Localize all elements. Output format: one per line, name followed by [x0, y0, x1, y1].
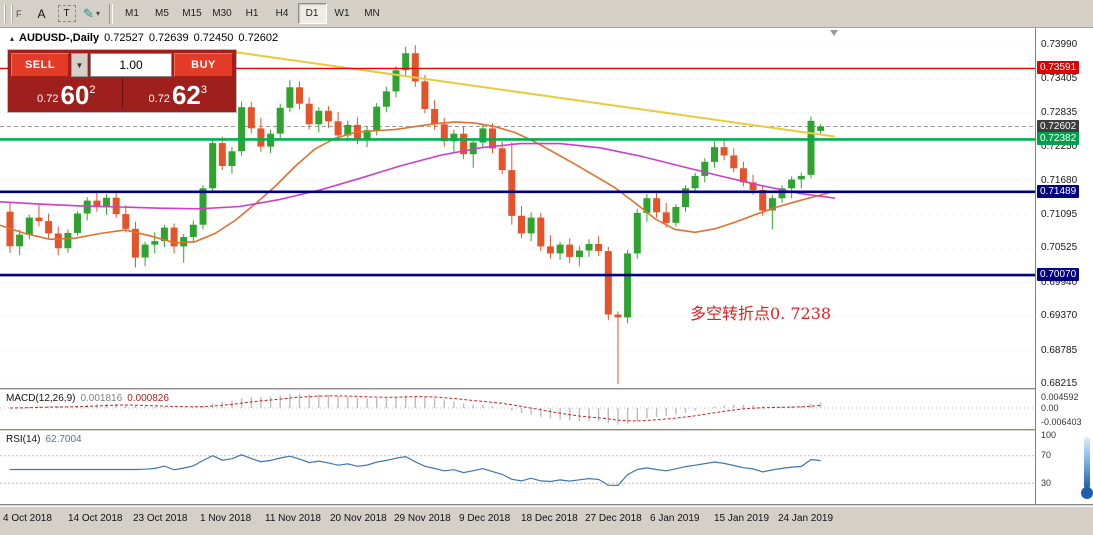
thermometer-bulb-icon	[1081, 487, 1093, 499]
timeframe-m5-button[interactable]: M5	[155, 8, 169, 19]
chevron-down-icon: ▾	[95, 9, 100, 18]
rsi-label: RSI(14) 62.7004	[6, 434, 82, 445]
macd-scale-zero: 0.00	[1041, 403, 1059, 413]
macd-signal-value: 0.000826	[127, 393, 169, 404]
timeframe-h1-button[interactable]: H1	[245, 8, 259, 19]
price-badge: 0.72382	[1037, 132, 1080, 145]
price-axis-label: 0.72250	[1041, 141, 1078, 152]
ask-prefix: 0.72	[148, 93, 170, 105]
volume-dropdown-button[interactable]: ▼	[71, 53, 88, 77]
high-value: 0.72639	[148, 32, 189, 44]
bid-pipette: 2	[89, 84, 96, 96]
timeframe-m1-button[interactable]: M1	[125, 8, 139, 19]
date-label: 27 Dec 2018	[585, 513, 642, 524]
open-value: 0.72527	[104, 32, 144, 44]
toolbar: F A T ✎ ▾ M1 M5 M15 M30 H1 H4 D1 W1 MN	[0, 0, 1093, 28]
date-label: 14 Oct 2018	[68, 513, 123, 524]
bid-price-display: 0.72 60 2	[11, 79, 122, 109]
price-axis-label: 0.69370	[1041, 310, 1078, 321]
date-label: 23 Oct 2018	[133, 513, 188, 524]
font-tool-button[interactable]: A	[37, 6, 46, 21]
draw-tool-button[interactable]: ✎ ▾	[81, 4, 103, 24]
price-badge: 0.71489	[1037, 185, 1080, 198]
price-axis[interactable]: 0.004592 0.00 -0.006403 100 70 30 0.7399…	[1035, 28, 1093, 504]
chart-title: ▴ AUDUSD-,Daily 0.72527 0.72639 0.72450 …	[10, 32, 278, 44]
macd-name: MACD(12,26,9)	[6, 393, 76, 404]
chart-icon: ▴	[10, 33, 15, 43]
buy-button[interactable]: BUY	[174, 53, 233, 77]
price-axis-label: 0.73405	[1041, 73, 1078, 84]
ask-big-digits: 62	[171, 80, 201, 110]
rsi-level-70: 70	[1041, 450, 1052, 460]
bid-big-digits: 60	[60, 80, 90, 110]
ask-price-display: 0.72 62 3	[121, 79, 234, 110]
date-label: 20 Nov 2018	[330, 513, 387, 524]
price-badge: 0.73591	[1037, 61, 1080, 74]
date-label: 29 Nov 2018	[394, 513, 451, 524]
date-label: 15 Jan 2019	[714, 513, 770, 524]
panel-divider[interactable]	[0, 429, 1093, 432]
ask-pipette: 3	[200, 84, 207, 96]
macd-scale-max: 0.004592	[1041, 392, 1079, 402]
macd-label: MACD(12,26,9) 0.001816 0.000826	[6, 393, 169, 404]
one-click-trading-panel: SELL ▼ 1.00 BUY 0.72 60 2 0.72 62 3	[8, 50, 236, 112]
price-axis-label: 0.70525	[1041, 242, 1078, 253]
timeframe-h4-button[interactable]: H4	[275, 8, 289, 19]
timeframe-m15-button[interactable]: M15	[182, 8, 202, 19]
timeframe-d1-button[interactable]: D1	[297, 3, 327, 24]
timeframe-group: M1 M5 M15 M30 H1 H4 D1 W1 MN	[118, 3, 387, 24]
thermometer-icon	[1084, 437, 1090, 489]
price-axis-label: 0.72835	[1041, 107, 1078, 118]
date-label: 4 Oct 2018	[3, 513, 52, 524]
toolbar-favorites-label: F	[16, 8, 22, 19]
chevron-down-icon: ▼	[75, 60, 84, 70]
panel-divider[interactable]	[0, 504, 1093, 507]
symbol-period-label: AUDUSD-,Daily	[19, 32, 100, 44]
chart-annotation-text[interactable]: 多空转折点0. 7238	[690, 304, 832, 323]
date-label: 18 Dec 2018	[521, 513, 578, 524]
volume-input[interactable]: 1.00	[90, 53, 172, 77]
rsi-level-100: 100	[1041, 430, 1057, 440]
pencil-icon: ✎	[83, 5, 94, 21]
macd-canvas[interactable]	[0, 391, 1035, 429]
bid-prefix: 0.72	[37, 93, 59, 105]
sell-button[interactable]: SELL	[11, 53, 69, 77]
toolbar-separator	[108, 3, 113, 24]
time-axis[interactable]: 4 Oct 2018 14 Oct 2018 23 Oct 2018 1 Nov 20…	[0, 507, 1093, 535]
rsi-value: 62.7004	[45, 434, 82, 445]
macd-main-value: 0.001816	[80, 393, 123, 404]
rsi-canvas[interactable]	[0, 432, 1035, 504]
timeframe-mn-button[interactable]: MN	[364, 8, 380, 19]
price-badge: 0.72602	[1037, 120, 1080, 133]
timeframe-m30-button[interactable]: M30	[212, 8, 232, 19]
low-value: 0.72450	[193, 32, 234, 44]
close-value: 0.72602	[238, 32, 279, 44]
panel-divider[interactable]	[0, 388, 1093, 391]
price-axis-label: 0.73990	[1041, 39, 1078, 50]
price-axis-label: 0.71095	[1041, 209, 1078, 220]
toolbar-grip[interactable]	[4, 4, 13, 23]
date-label: 6 Jan 2019	[650, 513, 700, 524]
date-label: 9 Dec 2018	[459, 513, 511, 524]
timeframe-w1-button[interactable]: W1	[334, 8, 350, 19]
date-label: 24 Jan 2019	[778, 513, 834, 524]
price-axis-label: 0.69940	[1041, 277, 1078, 288]
price-axis-label: 0.68785	[1041, 345, 1078, 356]
chart-shift-marker-icon	[830, 30, 838, 36]
price-chart-canvas[interactable]	[0, 28, 1035, 388]
date-label: 1 Nov 2018	[200, 513, 252, 524]
price-axis-label: 0.71680	[1041, 175, 1078, 186]
date-label: 11 Nov 2018	[265, 513, 321, 524]
text-tool-button[interactable]: T	[57, 5, 76, 22]
rsi-name: RSI(14)	[6, 434, 41, 445]
price-axis-label: 0.68215	[1041, 378, 1078, 389]
rsi-level-30: 30	[1041, 478, 1052, 488]
macd-scale-min: -0.006403	[1041, 417, 1082, 427]
price-badge: 0.70070	[1037, 268, 1080, 281]
